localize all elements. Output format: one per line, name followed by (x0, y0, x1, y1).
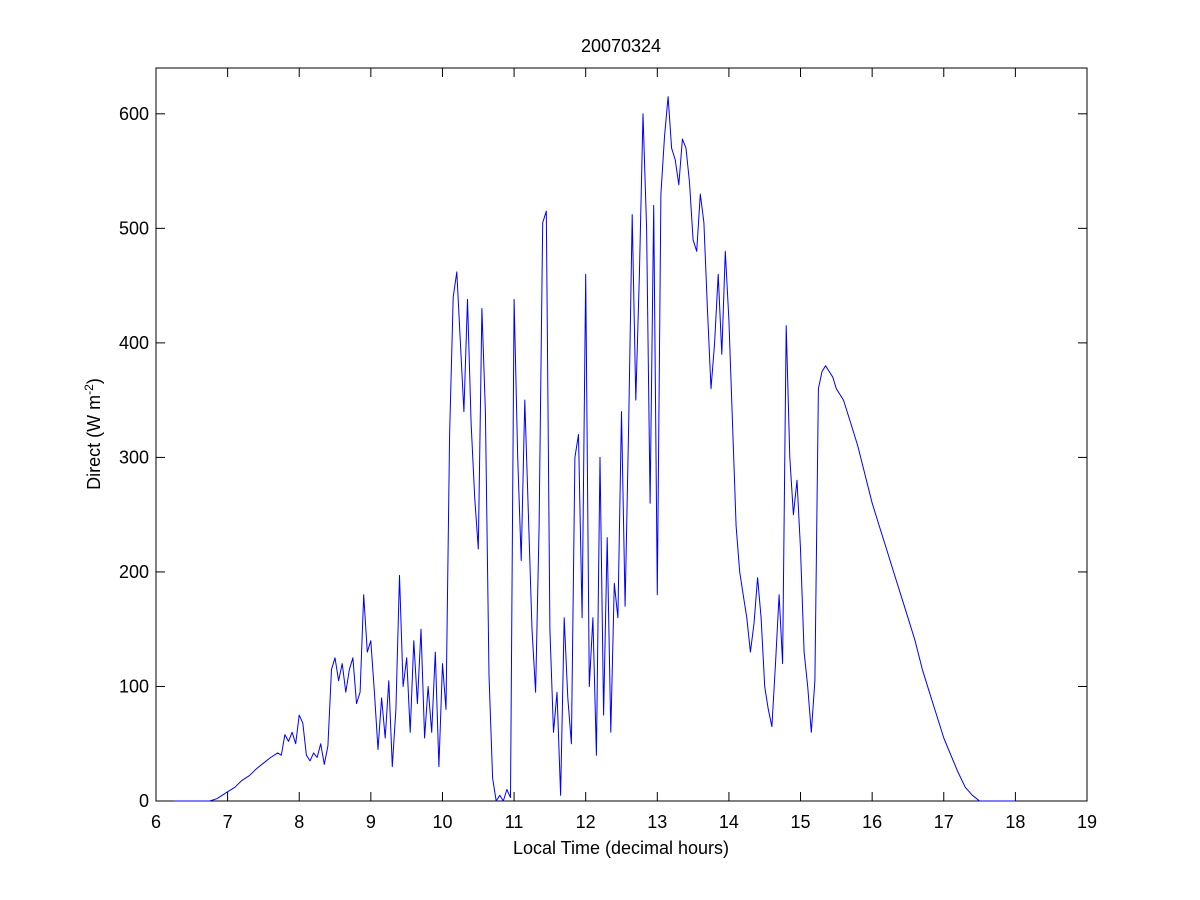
x-tick-label: 17 (934, 812, 954, 832)
y-axis-label-suffix: ) (84, 378, 104, 384)
x-axis: 6 7 8 9 10 11 12 13 14 15 16 17 18 19 (151, 68, 1097, 832)
x-tick-label: 11 (505, 812, 524, 832)
x-tick-label: 7 (223, 812, 233, 832)
x-tick-label: 18 (1005, 812, 1025, 832)
y-tick-label: 300 (119, 447, 149, 467)
x-tick-label: 10 (432, 812, 452, 832)
x-tick-label: 19 (1077, 812, 1097, 832)
y-axis: 0 100 200 300 400 500 600 (119, 104, 1087, 811)
x-tick-label: 12 (576, 812, 596, 832)
x-axis-label: Local Time (decimal hours) (513, 838, 729, 858)
x-tick-label: 13 (647, 812, 667, 832)
y-tick-label: 500 (119, 218, 149, 238)
y-tick-label: 0 (139, 791, 149, 811)
y-axis-label-superscript: -2 (82, 384, 96, 395)
y-tick-label: 600 (119, 104, 149, 124)
x-tick-label: 6 (151, 812, 161, 832)
y-tick-label: 400 (119, 333, 149, 353)
x-tick-label: 16 (862, 812, 882, 832)
series-line-direct-irradiance (173, 96, 1016, 802)
x-tick-label: 15 (791, 812, 811, 832)
y-tick-label: 100 (119, 676, 149, 696)
y-axis-label: Direct (W m-2) (82, 378, 104, 490)
x-tick-label: 8 (294, 812, 304, 832)
x-tick-label: 14 (719, 812, 739, 832)
y-axis-label-main: Direct (W m (84, 395, 104, 490)
x-tick-label: 9 (366, 812, 376, 832)
chart-title: 20070324 (581, 36, 661, 56)
y-tick-label: 200 (119, 562, 149, 582)
